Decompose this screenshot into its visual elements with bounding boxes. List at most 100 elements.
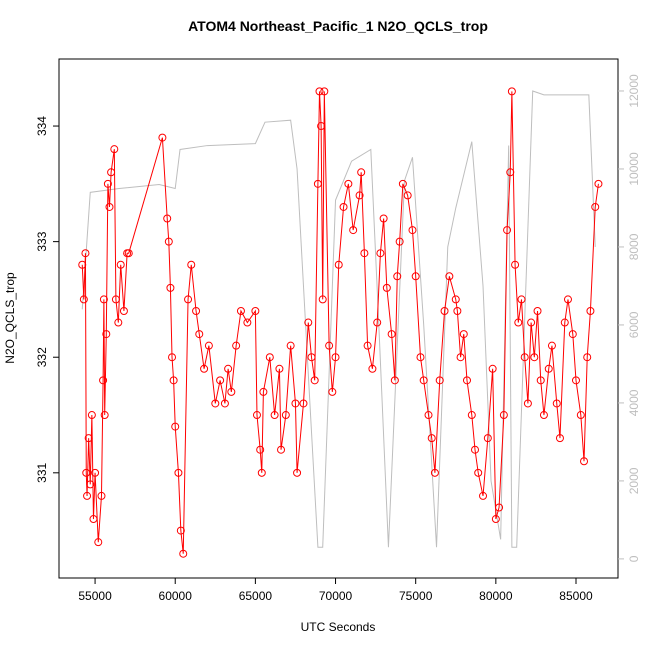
data-point <box>331 353 340 362</box>
x-tick-label: 75000 <box>399 589 433 603</box>
data-point <box>315 87 324 96</box>
data-point <box>275 364 284 373</box>
data-point <box>86 480 95 489</box>
data-point <box>424 411 433 420</box>
data-point <box>232 341 241 350</box>
data-point <box>503 226 512 235</box>
data-point <box>349 226 358 235</box>
data-point <box>220 399 229 408</box>
data-point <box>474 468 483 477</box>
data-point <box>355 191 364 200</box>
data-point <box>270 411 279 420</box>
data-point <box>200 364 209 373</box>
data-point <box>307 353 316 362</box>
data-point <box>87 411 96 420</box>
data-point <box>310 376 319 385</box>
data-point <box>89 515 98 524</box>
data-point <box>419 376 428 385</box>
x-tick-label: 80000 <box>479 589 513 603</box>
y2-tick-label: 0 <box>627 555 641 562</box>
data-point <box>411 272 420 281</box>
data-point <box>517 295 526 304</box>
data-point <box>171 422 180 431</box>
y-axis-label: N2O_QCLS_trop <box>3 272 17 364</box>
data-point <box>382 283 391 292</box>
data-point <box>81 249 90 258</box>
x-tick-label: 60000 <box>159 589 193 603</box>
data-point <box>403 191 412 200</box>
data-point <box>395 237 404 246</box>
data-point <box>511 260 520 269</box>
data-point <box>259 387 268 396</box>
data-point <box>416 353 425 362</box>
data-point <box>495 503 504 512</box>
data-point <box>164 237 173 246</box>
data-point <box>243 318 252 327</box>
data-point <box>195 330 204 339</box>
data-point <box>317 122 326 131</box>
data-point <box>576 411 585 420</box>
data-point <box>184 295 193 304</box>
data-point <box>344 179 353 188</box>
data-point <box>507 87 516 96</box>
data-point <box>408 226 417 235</box>
data-point <box>360 249 369 258</box>
data-point <box>491 515 500 524</box>
data-point <box>277 445 286 454</box>
data-point <box>82 468 91 477</box>
data-point <box>168 353 177 362</box>
data-point <box>547 341 556 350</box>
data-point <box>227 387 236 396</box>
data-point <box>560 318 569 327</box>
data-point <box>368 364 377 373</box>
plot-frame <box>58 58 619 579</box>
data-point <box>216 376 225 385</box>
data-point <box>251 306 260 315</box>
data-point <box>479 491 488 500</box>
data-point <box>204 341 213 350</box>
data-point <box>552 399 561 408</box>
data-point <box>462 376 471 385</box>
data-point <box>445 272 454 281</box>
y-tick-label: 332 <box>35 347 49 367</box>
data-point <box>105 202 114 211</box>
data-point <box>91 468 100 477</box>
data-point <box>111 295 120 304</box>
data-point <box>483 434 492 443</box>
data-point <box>571 376 580 385</box>
data-point <box>124 249 133 258</box>
data-point <box>78 260 87 269</box>
data-point <box>313 179 322 188</box>
data-point <box>527 318 536 327</box>
data-point <box>523 399 532 408</box>
data-point <box>568 330 577 339</box>
data-point <box>357 168 366 177</box>
data-point <box>176 526 185 535</box>
data-point <box>563 295 572 304</box>
data-point <box>530 353 539 362</box>
data-point <box>318 295 327 304</box>
x-tick-label: 70000 <box>319 589 353 603</box>
data-point <box>211 399 220 408</box>
data-point <box>586 306 595 315</box>
data-point <box>393 272 402 281</box>
data-point <box>328 387 337 396</box>
data-point <box>94 538 103 547</box>
data-point <box>100 411 109 420</box>
data-point <box>488 364 497 373</box>
data-point <box>591 202 600 211</box>
data-line <box>81 91 599 554</box>
data-point <box>467 411 476 420</box>
y2-tick-label: 12000 <box>627 74 641 108</box>
data-point <box>459 330 468 339</box>
data-point <box>103 179 112 188</box>
y2-tick-label: 8000 <box>627 233 641 260</box>
data-point <box>539 411 548 420</box>
data-point <box>304 318 313 327</box>
data-point <box>583 353 592 362</box>
data-point <box>533 306 542 315</box>
data-point <box>390 376 399 385</box>
data-point <box>471 445 480 454</box>
data-point <box>119 306 128 315</box>
